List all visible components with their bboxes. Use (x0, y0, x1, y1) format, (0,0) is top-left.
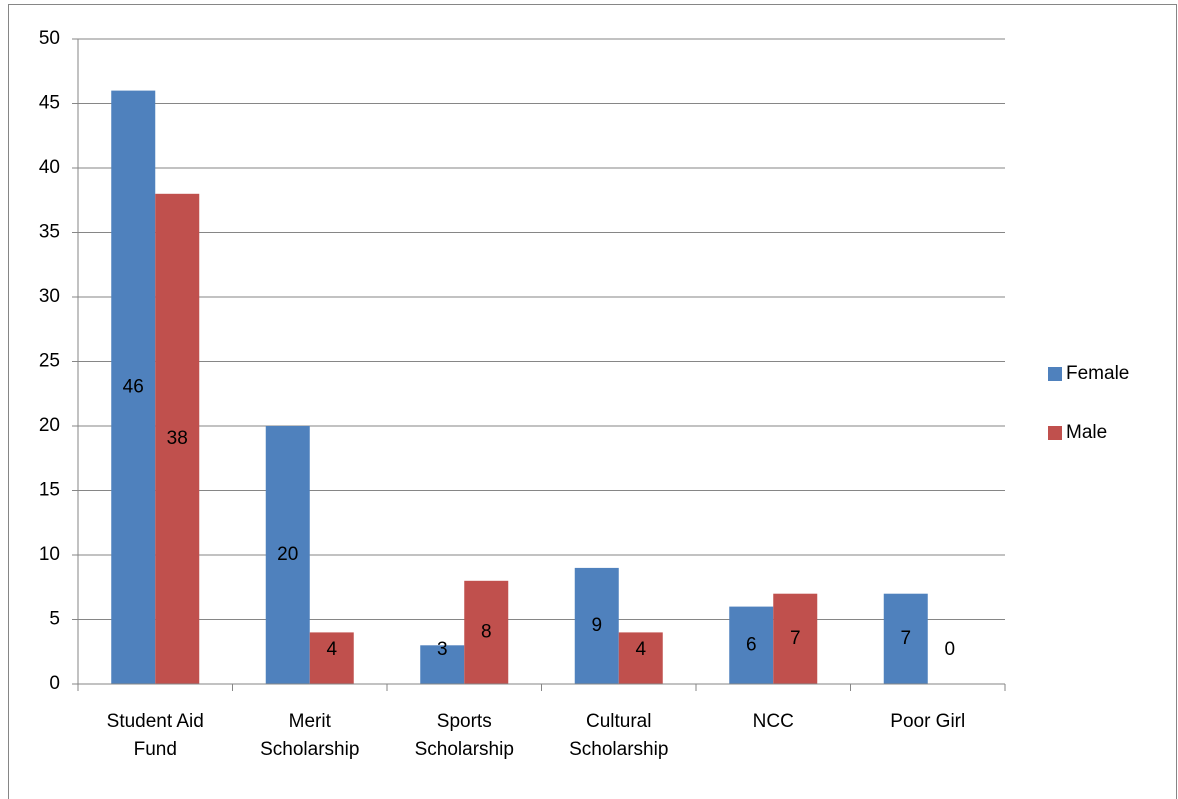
bar (464, 580, 509, 684)
bar (574, 567, 619, 684)
x-tick-label: Poor Girl (890, 711, 965, 732)
x-tick-label: Sports Scholarship (415, 711, 514, 760)
legend-label: Male (1066, 422, 1107, 443)
data-label: 0 (944, 639, 955, 660)
y-tick-label: 20 (39, 415, 60, 436)
y-tick-label: 40 (39, 157, 60, 178)
bar (883, 593, 928, 684)
data-label: 9 (591, 615, 602, 636)
bar (773, 593, 818, 684)
bar (309, 632, 354, 684)
data-label: 3 (437, 639, 448, 660)
data-label: 7 (790, 628, 801, 649)
y-tick-label: 25 (39, 351, 60, 372)
x-tick-label: Merit Scholarship (260, 711, 359, 760)
legend-swatch (1048, 426, 1062, 440)
data-label: 4 (635, 639, 646, 660)
y-tick-label: 45 (39, 93, 60, 114)
legend-label: Female (1066, 363, 1129, 384)
data-label: 46 (123, 376, 144, 397)
bar (729, 606, 774, 684)
y-tick-label: 5 (49, 609, 60, 630)
y-tick-label: 15 (39, 480, 60, 501)
bar (265, 426, 310, 684)
y-tick-label: 0 (49, 673, 60, 694)
data-label: 20 (277, 544, 298, 565)
data-label: 4 (326, 639, 337, 660)
x-tick-label: Cultural Scholarship (569, 711, 668, 760)
y-tick-label: 35 (39, 222, 60, 243)
y-tick-label: 50 (39, 28, 60, 49)
data-label: 8 (481, 621, 492, 642)
bar (618, 632, 663, 684)
bar (420, 645, 465, 684)
x-tick-label: Student Aid Fund (107, 711, 204, 760)
x-tick-label: NCC (753, 711, 794, 732)
data-label: 6 (746, 634, 757, 655)
bar (155, 193, 200, 685)
data-label: 38 (167, 428, 188, 449)
y-tick-label: 30 (39, 286, 60, 307)
legend-swatch (1048, 367, 1062, 381)
bar (111, 90, 156, 685)
data-label: 7 (900, 628, 911, 649)
y-tick-label: 10 (39, 544, 60, 565)
